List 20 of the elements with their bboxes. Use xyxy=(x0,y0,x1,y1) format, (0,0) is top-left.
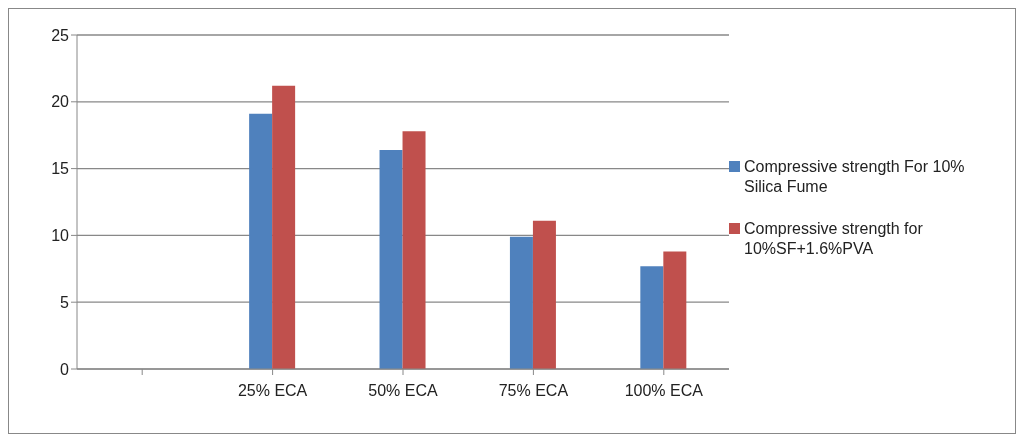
bar xyxy=(509,236,533,369)
x-tick-label: 100% ECA xyxy=(624,382,704,400)
x-tick-label: 50% ECA xyxy=(368,382,439,400)
x-tick-label: 25% ECA xyxy=(237,382,308,400)
bar xyxy=(272,85,296,369)
bar xyxy=(532,220,556,369)
bar xyxy=(663,251,687,369)
y-tick-label: 10 xyxy=(51,227,70,245)
bar xyxy=(249,113,273,369)
bar xyxy=(640,266,664,369)
y-tick-label: 15 xyxy=(51,160,70,178)
y-tick-label: 0 xyxy=(60,360,70,378)
legend-label: Compressive strength For 10% Silica Fume xyxy=(744,157,966,197)
bar xyxy=(402,131,426,369)
bar xyxy=(379,149,403,369)
y-tick-label: 20 xyxy=(51,93,70,111)
legend-label: Compressive strength for 10%SF+1.6%PVA xyxy=(744,219,924,259)
x-tick-label: 75% ECA xyxy=(498,382,569,400)
y-tick-label: 25 xyxy=(51,26,70,44)
y-tick-label: 5 xyxy=(60,293,70,311)
